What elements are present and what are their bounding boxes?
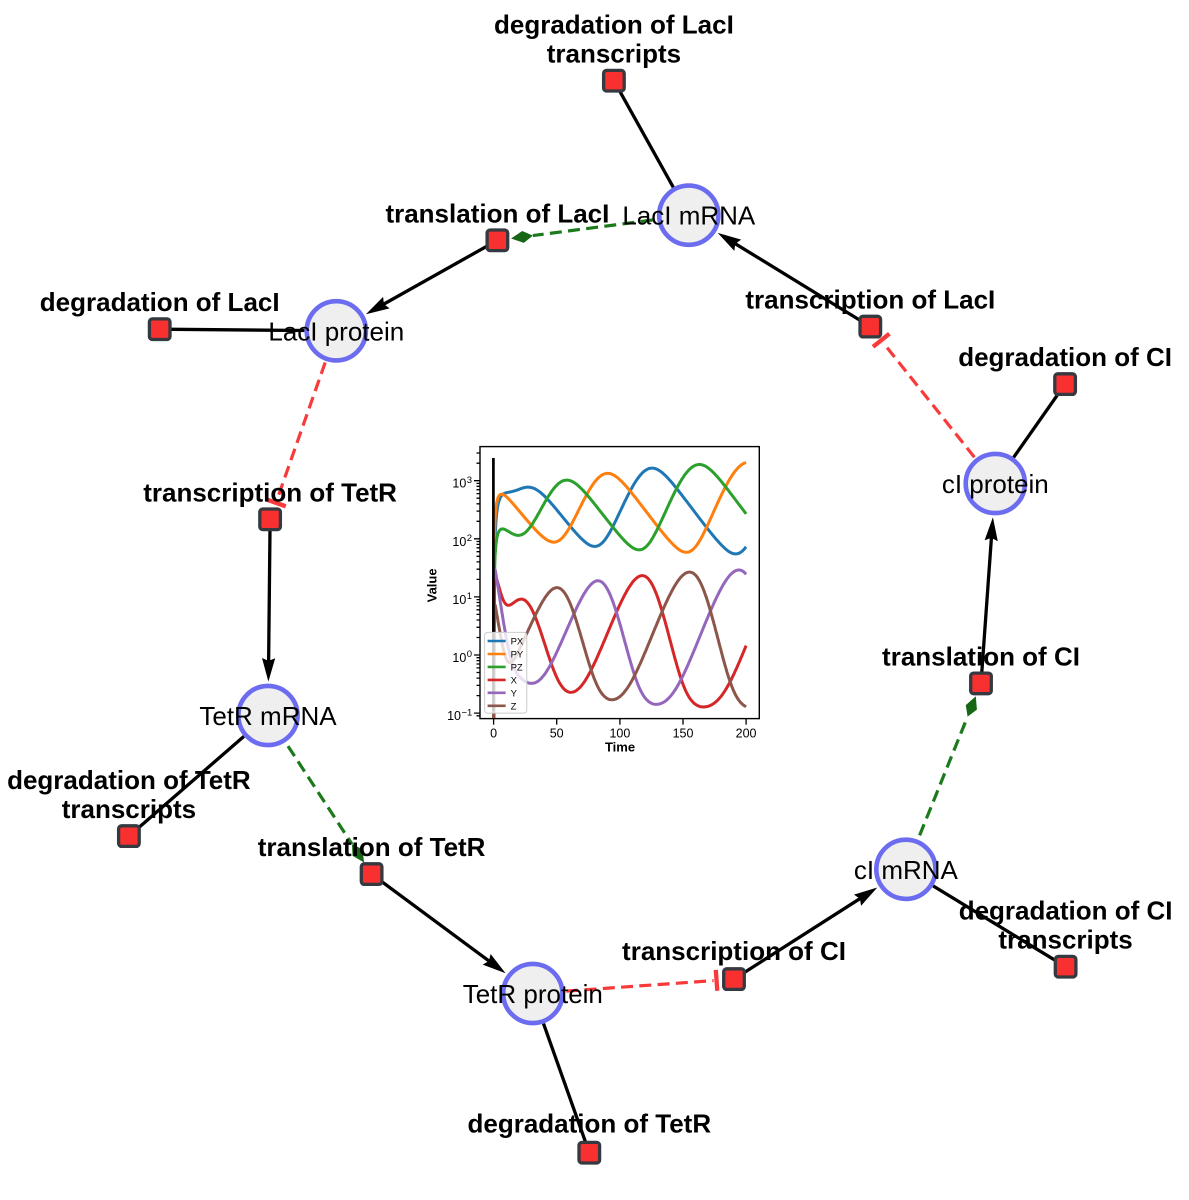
svg-text:LacI mRNA: LacI mRNA	[622, 201, 756, 231]
svg-text:transcription of CI: transcription of CI	[622, 936, 846, 966]
svg-text:TetR protein: TetR protein	[463, 979, 603, 1009]
svg-text:PZ: PZ	[511, 663, 523, 674]
svg-text:PY: PY	[511, 650, 524, 661]
svg-text:degradation of LacI: degradation of LacI	[494, 10, 734, 40]
svg-text:1: 1	[467, 591, 472, 602]
svg-text:degradation of TetR: degradation of TetR	[467, 1109, 711, 1139]
svg-text:X: X	[511, 676, 518, 687]
svg-text:transcription of LacI: transcription of LacI	[745, 285, 995, 315]
svg-text:LacI protein: LacI protein	[268, 316, 404, 346]
svg-text:10: 10	[452, 593, 466, 607]
svg-text:10: 10	[452, 651, 466, 665]
svg-text:3: 3	[467, 475, 472, 486]
svg-text:translation of CI: translation of CI	[882, 641, 1080, 671]
svg-text:2: 2	[467, 533, 472, 544]
svg-text:10: 10	[452, 477, 466, 491]
svg-text:degradation of CI: degradation of CI	[958, 342, 1172, 372]
svg-text:transcripts: transcripts	[62, 794, 196, 824]
svg-text:translation of LacI: translation of LacI	[385, 198, 609, 228]
svg-text:Y: Y	[511, 688, 518, 699]
svg-text:cI mRNA: cI mRNA	[854, 855, 959, 885]
svg-text:transcripts: transcripts	[998, 925, 1132, 955]
svg-text:Value: Value	[425, 568, 440, 602]
svg-text:transcripts: transcripts	[547, 39, 681, 69]
svg-text:10: 10	[447, 709, 461, 723]
svg-text:translation of TetR: translation of TetR	[258, 832, 486, 862]
svg-text:−1: −1	[462, 707, 473, 718]
svg-text:50: 50	[550, 727, 564, 741]
svg-text:200: 200	[736, 727, 757, 741]
svg-text:degradation of CI: degradation of CI	[959, 896, 1173, 926]
svg-text:degradation of TetR: degradation of TetR	[7, 765, 251, 795]
svg-text:150: 150	[673, 727, 694, 741]
svg-text:cI protein: cI protein	[942, 469, 1049, 499]
svg-text:degradation of LacI: degradation of LacI	[40, 287, 280, 317]
svg-text:Z: Z	[511, 701, 517, 712]
svg-text:10: 10	[452, 535, 466, 549]
svg-text:TetR mRNA: TetR mRNA	[199, 701, 337, 731]
svg-text:0: 0	[490, 727, 497, 741]
svg-text:100: 100	[609, 727, 630, 741]
svg-text:transcription of TetR: transcription of TetR	[143, 477, 397, 507]
svg-text:0: 0	[467, 649, 472, 660]
svg-text:PX: PX	[511, 637, 524, 648]
svg-text:Time: Time	[605, 739, 635, 754]
